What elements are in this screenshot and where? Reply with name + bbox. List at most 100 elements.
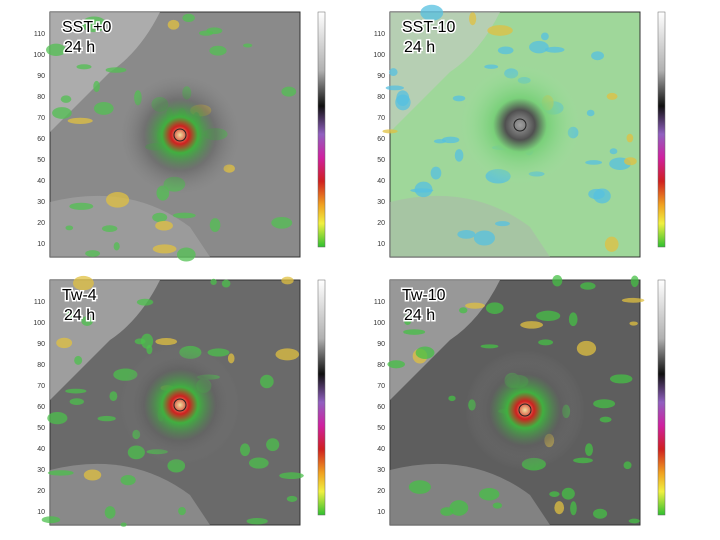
panel-time: 24 h xyxy=(64,307,95,324)
land xyxy=(390,195,550,257)
cloud-cell xyxy=(155,220,173,231)
cloud-cell xyxy=(56,337,73,349)
storm-core xyxy=(460,65,580,185)
cloud-cell xyxy=(240,443,251,457)
cloud-cell xyxy=(570,501,577,516)
cloud-cell xyxy=(120,522,127,527)
y-axis-label: 90 xyxy=(377,341,385,348)
cloud-cell xyxy=(65,311,75,320)
cloud-cell xyxy=(101,225,118,233)
land xyxy=(50,195,210,257)
cloud-cell xyxy=(387,360,405,369)
cloud-cell xyxy=(85,250,101,257)
cloud-cell xyxy=(544,46,565,53)
cloud-cell xyxy=(408,480,431,494)
map-panel: 110 100 90 80 70 60 50 40 30 20 10 SST-10 24 h xyxy=(373,4,666,258)
cloud-cell xyxy=(396,90,410,107)
colorbar xyxy=(657,279,666,516)
cloud-cell xyxy=(520,321,544,329)
cloud-cell xyxy=(136,298,154,306)
cloud-cell xyxy=(140,333,154,349)
colorbar xyxy=(317,279,326,516)
cloud-cell xyxy=(576,340,597,356)
eye xyxy=(513,118,527,132)
y-axis-label: 40 xyxy=(377,178,385,185)
cloud-cell xyxy=(120,475,136,486)
cloud-cell xyxy=(457,230,476,239)
y-axis-label: 100 xyxy=(33,320,45,327)
y-axis-label: 10 xyxy=(377,509,385,516)
eye xyxy=(518,403,532,417)
cloud-cell xyxy=(52,107,72,119)
cloud-cell xyxy=(487,25,513,36)
cloud-cell xyxy=(452,95,466,102)
y-axis-label: 60 xyxy=(377,136,385,143)
cloud-cell xyxy=(65,388,87,394)
land xyxy=(390,12,500,132)
y-axis-label: 100 xyxy=(373,320,385,327)
y-axis-label: 30 xyxy=(377,467,385,474)
cloud-cell xyxy=(415,346,435,360)
cloud-cell xyxy=(536,310,561,322)
cloud-cell xyxy=(541,32,549,41)
cloud-cell xyxy=(469,12,477,26)
cloud-cell xyxy=(134,338,146,345)
cloud-cell xyxy=(260,374,274,389)
cloud-cell xyxy=(628,518,640,524)
cloud-cell xyxy=(81,316,93,326)
y-axis-label: 30 xyxy=(37,199,45,206)
cloud-cell xyxy=(286,495,298,502)
cloud-cell xyxy=(623,461,632,470)
cloud-cell xyxy=(552,274,563,287)
cloud-cell xyxy=(271,216,293,229)
y-axis-label: 100 xyxy=(373,52,385,59)
cloud-cell xyxy=(81,16,107,33)
cloud-cell xyxy=(198,30,214,36)
y-axis-label: 110 xyxy=(374,31,385,38)
cloud-cell xyxy=(630,275,639,288)
cloud-cell xyxy=(210,278,217,285)
storm-core xyxy=(120,75,240,195)
y-axis-label: 100 xyxy=(33,52,45,59)
cloud-cell xyxy=(420,4,444,21)
cloud-cell xyxy=(624,157,637,166)
cloud-cell xyxy=(227,353,235,364)
cloud-cell xyxy=(281,86,297,97)
y-axis-label: 110 xyxy=(34,31,45,38)
cloud-cell xyxy=(209,45,227,56)
map-panel: 110 100 90 80 70 60 50 40 30 20 10 Tw-4 24 h xyxy=(33,275,326,527)
y-axis-label: 10 xyxy=(377,241,385,248)
cloud-cell xyxy=(585,160,603,165)
cloud-cell xyxy=(246,517,268,525)
map-panel: 110 100 90 80 70 60 50 40 30 20 10 SST+0 24 h xyxy=(33,11,326,262)
y-axis-label: 80 xyxy=(377,362,385,369)
cloud-cell xyxy=(454,149,464,162)
cloud-cell xyxy=(60,95,72,103)
cloud-cell xyxy=(561,487,575,500)
cloud-cell xyxy=(76,64,92,70)
cloud-cell xyxy=(580,282,596,290)
panel-time: 24 h xyxy=(64,39,95,56)
y-axis-label: 40 xyxy=(37,446,45,453)
cloud-cell xyxy=(74,355,83,365)
cloud-cell xyxy=(389,68,398,77)
cloud-cell xyxy=(47,470,74,476)
cloud-cell xyxy=(529,40,549,54)
y-axis-label: 20 xyxy=(37,220,45,227)
panel-time: 24 h xyxy=(404,39,435,56)
cloud-cell xyxy=(106,192,130,208)
cloud-cell xyxy=(67,117,93,124)
cloud-cell xyxy=(629,321,638,326)
cloud-cell xyxy=(109,391,118,402)
y-axis-label: 30 xyxy=(377,199,385,206)
cloud-cell xyxy=(88,19,96,24)
colorbar xyxy=(317,11,326,248)
cloud-cell xyxy=(586,109,595,117)
y-axis-label: 40 xyxy=(377,446,385,453)
land xyxy=(390,280,500,400)
y-axis-label: 50 xyxy=(377,425,385,432)
y-axis-label: 20 xyxy=(377,220,385,227)
cloud-cell xyxy=(93,80,100,93)
cloud-cell xyxy=(449,500,469,516)
cloud-cell xyxy=(448,395,456,402)
